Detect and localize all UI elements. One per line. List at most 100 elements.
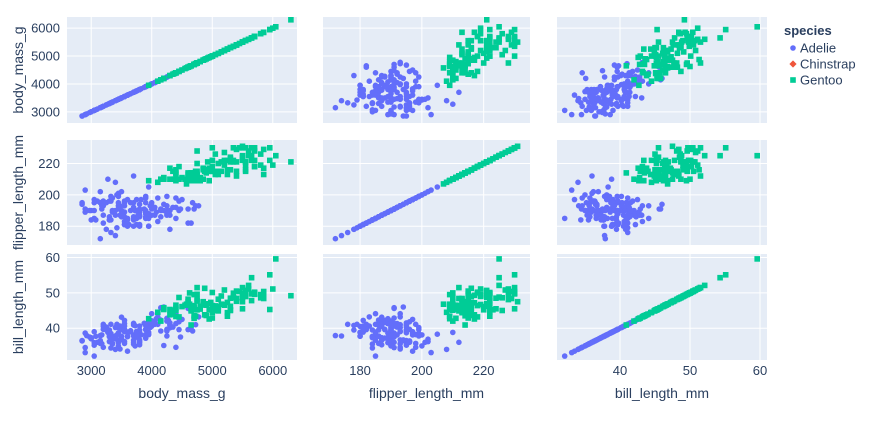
data-point-gentoo xyxy=(465,38,471,44)
data-point-gentoo xyxy=(155,310,161,316)
data-point-adelie xyxy=(113,208,119,214)
data-point-gentoo xyxy=(216,296,222,302)
data-point-adelie xyxy=(99,332,105,338)
data-point-gentoo xyxy=(484,301,490,307)
data-point-gentoo xyxy=(210,158,216,164)
legend-title: species xyxy=(784,23,832,38)
data-point-adelie xyxy=(173,345,179,351)
data-point-gentoo xyxy=(158,318,164,324)
data-point-gentoo xyxy=(222,150,228,156)
data-point-adelie xyxy=(391,81,397,87)
data-point-adelie xyxy=(583,76,589,82)
data-point-gentoo xyxy=(672,158,678,164)
data-point-gentoo xyxy=(641,178,647,184)
data-point-adelie xyxy=(82,350,88,356)
data-point-gentoo xyxy=(496,153,502,159)
data-point-adelie xyxy=(428,350,434,356)
data-point-gentoo xyxy=(469,286,475,292)
data-point-adelie xyxy=(435,83,441,89)
data-point-gentoo xyxy=(503,48,509,54)
data-point-adelie xyxy=(158,214,164,220)
data-point-adelie xyxy=(391,68,397,74)
data-point-adelie xyxy=(82,112,88,118)
data-point-gentoo xyxy=(176,314,182,320)
data-point-gentoo xyxy=(213,151,219,157)
data-point-gentoo xyxy=(698,285,704,291)
y-tick-label: 60 xyxy=(46,250,60,265)
data-point-adelie xyxy=(116,97,122,103)
data-point-adelie xyxy=(394,323,400,329)
data-point-gentoo xyxy=(717,153,723,159)
x-tick-label: 180 xyxy=(349,363,371,378)
data-point-adelie xyxy=(131,173,137,179)
data-point-adelie xyxy=(131,90,137,96)
data-point-adelie xyxy=(609,223,615,229)
data-point-adelie xyxy=(416,74,422,80)
data-point-adelie xyxy=(569,350,575,356)
data-point-adelie xyxy=(339,98,345,104)
data-point-adelie xyxy=(164,203,170,209)
data-point-adelie xyxy=(589,90,595,96)
data-point-gentoo xyxy=(670,299,676,305)
data-point-gentoo xyxy=(208,169,214,175)
data-point-adelie xyxy=(397,328,403,334)
data-point-adelie xyxy=(615,104,621,110)
data-point-gentoo xyxy=(234,173,240,179)
data-point-gentoo xyxy=(695,25,701,31)
data-point-adelie xyxy=(143,216,149,222)
data-point-gentoo xyxy=(690,289,696,295)
data-point-adelie xyxy=(391,315,397,321)
data-point-gentoo xyxy=(649,78,655,84)
data-point-adelie xyxy=(425,105,431,111)
data-point-gentoo xyxy=(696,167,702,173)
data-point-adelie xyxy=(367,314,373,320)
data-point-adelie xyxy=(404,200,410,206)
data-point-adelie xyxy=(578,217,584,223)
data-point-gentoo xyxy=(462,322,468,328)
data-point-gentoo xyxy=(654,55,660,61)
data-point-gentoo xyxy=(161,307,167,313)
data-point-gentoo xyxy=(506,37,512,43)
data-point-gentoo xyxy=(663,70,669,76)
data-point-adelie xyxy=(196,203,202,209)
data-point-gentoo xyxy=(688,53,694,59)
data-point-adelie xyxy=(410,197,416,203)
data-point-adelie xyxy=(91,329,97,335)
data-point-adelie xyxy=(615,222,621,228)
data-point-gentoo xyxy=(649,53,655,59)
data-point-gentoo xyxy=(723,272,729,278)
x-axis-title-flipper_length_mm: flipper_length_mm xyxy=(369,385,484,401)
data-point-adelie xyxy=(388,333,394,339)
data-point-adelie xyxy=(345,100,351,106)
data-point-adelie xyxy=(397,341,403,347)
data-point-adelie xyxy=(604,97,610,103)
data-point-gentoo xyxy=(184,301,190,307)
data-point-adelie xyxy=(444,347,450,353)
data-point-gentoo xyxy=(273,153,279,159)
data-point-adelie xyxy=(579,104,585,110)
data-point-gentoo xyxy=(447,313,453,319)
data-point-adelie xyxy=(122,222,128,228)
data-point-adelie xyxy=(333,236,339,242)
data-point-gentoo xyxy=(447,83,453,89)
data-point-adelie xyxy=(622,89,628,95)
data-point-adelie xyxy=(598,109,604,115)
data-point-gentoo xyxy=(188,322,194,328)
data-point-gentoo xyxy=(691,169,697,175)
data-point-adelie xyxy=(360,94,366,100)
data-point-gentoo xyxy=(509,147,515,153)
x-tick-label: 60 xyxy=(753,363,767,378)
data-point-gentoo xyxy=(641,46,647,52)
data-point-gentoo xyxy=(225,46,231,52)
data-point-gentoo xyxy=(665,301,671,307)
data-point-adelie xyxy=(394,90,400,96)
data-point-adelie xyxy=(596,189,602,195)
data-point-gentoo xyxy=(267,158,273,164)
data-point-adelie xyxy=(582,192,588,198)
data-point-gentoo xyxy=(465,54,471,60)
data-point-gentoo xyxy=(167,165,173,171)
x-tick-label: 220 xyxy=(473,363,495,378)
data-point-adelie xyxy=(404,342,410,348)
data-point-gentoo xyxy=(656,145,662,151)
